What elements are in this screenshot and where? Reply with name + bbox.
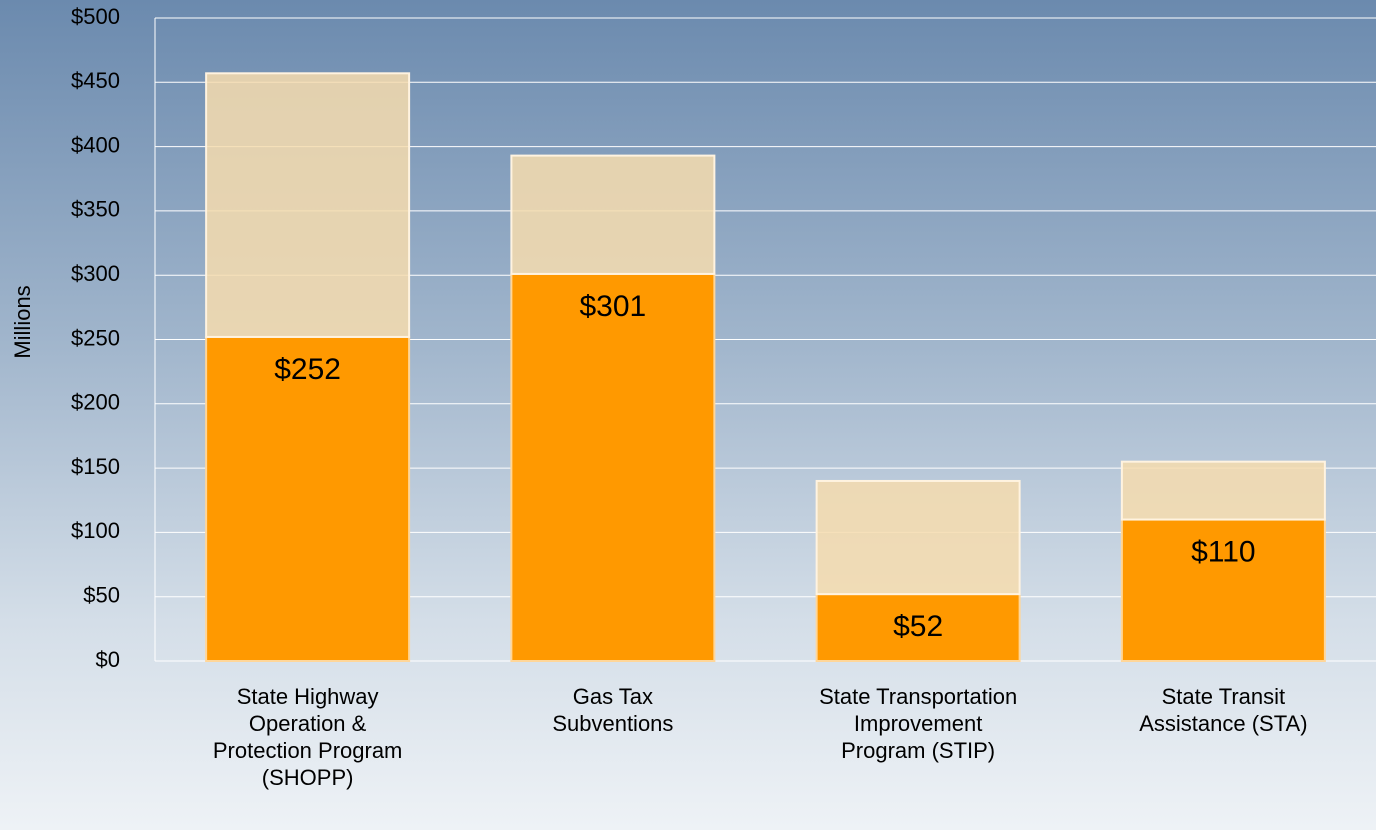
y-tick-label: $300 [71,261,120,286]
y-tick-label: $0 [96,647,120,672]
y-tick-label: $200 [71,390,120,415]
y-tick-label: $100 [71,518,120,543]
y-tick-label: $50 [83,583,120,608]
data-label: $52 [893,610,943,643]
bar-segment [205,72,411,338]
x-tick-label: State Transportation Improvement Program… [819,684,1018,763]
bar-segment [815,479,1021,596]
y-tick-label: $250 [71,325,120,350]
y-tick-label: $350 [71,197,120,222]
x-tick-label: State Highway Operation & Protection Pro… [212,684,403,790]
bar-segment [1120,460,1326,521]
bar-segment [815,593,1021,662]
y-tick-label: $450 [71,68,120,93]
data-label: $252 [274,353,341,386]
y-axis-label: Millions [10,285,35,358]
x-tick-label: State Transit Assistance (STA) [1139,684,1308,736]
bar-segment [510,272,716,662]
y-tick-label: $150 [71,454,120,479]
data-label: $110 [1191,535,1256,568]
x-tick-label: Gas Tax Subventions [552,684,674,736]
y-tick-label: $500 [71,4,120,29]
bar-segment [510,154,716,275]
bar-segment [1120,518,1326,662]
bar-segment [205,335,411,662]
y-tick-label: $400 [71,132,120,157]
data-label: $301 [580,290,647,323]
